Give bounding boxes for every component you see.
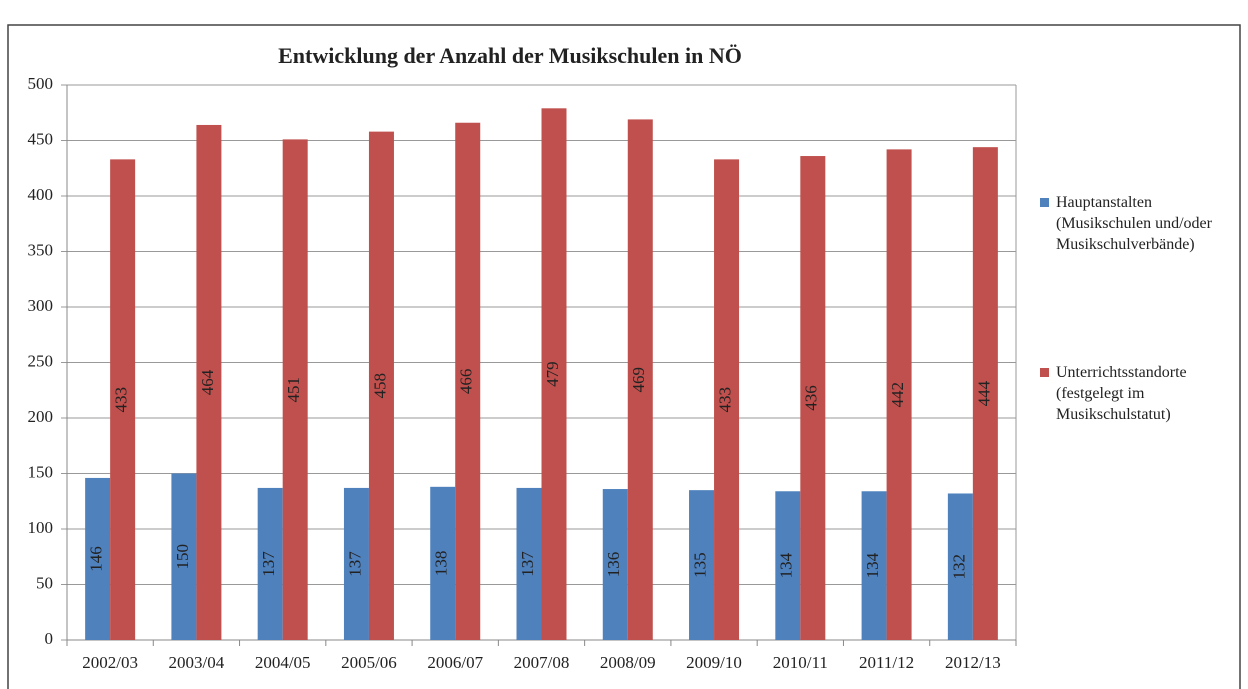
bar: [602, 489, 628, 640]
bar: [861, 491, 887, 640]
y-tick-label: 50: [36, 573, 53, 592]
bar: [775, 491, 801, 640]
bar: [947, 493, 973, 640]
data-label: 146: [87, 546, 106, 572]
data-label: 150: [173, 544, 192, 570]
y-tick-label: 300: [28, 296, 54, 315]
x-tick-label: 2002/03: [82, 653, 138, 672]
data-label: 479: [543, 361, 562, 387]
bar: [85, 477, 111, 640]
legend-item: Hauptanstalten (Musikschulen und/oder Mu…: [1040, 192, 1245, 255]
data-label: 137: [259, 551, 278, 577]
legend-label: Hauptanstalten (Musikschulen und/oder Mu…: [1056, 194, 1212, 253]
bar: [171, 473, 197, 640]
data-label: 132: [949, 554, 968, 580]
bar: [455, 122, 481, 641]
data-label: 464: [198, 369, 217, 395]
data-label: 442: [888, 382, 907, 408]
data-label: 136: [604, 552, 623, 578]
x-tick-label: 2009/10: [686, 653, 742, 672]
data-label: 466: [457, 369, 476, 395]
y-tick-label: 150: [28, 462, 54, 481]
legend-swatch: [1040, 198, 1049, 207]
bar: [110, 159, 136, 640]
data-label: 458: [370, 373, 389, 399]
y-tick-label: 0: [45, 629, 54, 648]
x-tick-label: 2003/04: [169, 653, 225, 672]
legend-label: Unterrichtsstandorte (festgelegt im Musi…: [1056, 364, 1187, 423]
bar: [343, 487, 369, 640]
bar: [368, 131, 394, 640]
data-label: 433: [715, 387, 734, 413]
y-tick-label: 400: [28, 185, 54, 204]
legend-item: Unterrichtsstandorte (festgelegt im Musi…: [1040, 362, 1245, 425]
data-label: 436: [802, 385, 821, 411]
bar: [196, 124, 222, 640]
x-tick-label: 2005/06: [341, 653, 397, 672]
bar: [257, 487, 283, 640]
x-tick-label: 2006/07: [427, 653, 483, 672]
bar: [972, 147, 998, 640]
bar: [430, 486, 456, 640]
bar: [627, 119, 653, 640]
x-tick-label: 2010/11: [773, 653, 828, 672]
data-label: 444: [974, 380, 993, 406]
data-label: 469: [629, 367, 648, 393]
data-label: 433: [112, 387, 131, 413]
bar: [516, 487, 542, 640]
data-label: 135: [690, 552, 709, 578]
x-tick-label: 2011/12: [859, 653, 914, 672]
data-label: 138: [432, 551, 451, 577]
chart-title: Entwicklung der Anzahl der Musikschulen …: [278, 43, 742, 68]
data-label: 451: [284, 377, 303, 403]
y-tick-label: 350: [28, 240, 54, 259]
x-tick-label: 2004/05: [255, 653, 311, 672]
x-tick-label: 2008/09: [600, 653, 656, 672]
y-tick-label: 250: [28, 351, 54, 370]
bar: [282, 139, 308, 640]
bar: [714, 159, 740, 640]
y-tick-label: 100: [28, 518, 54, 537]
y-tick-label: 450: [28, 129, 54, 148]
data-label: 137: [518, 551, 537, 577]
bar: [886, 149, 912, 640]
data-label: 134: [863, 552, 882, 578]
bar: [541, 108, 567, 640]
data-label: 137: [345, 551, 364, 577]
bar: [800, 156, 826, 641]
x-tick-label: 2007/08: [514, 653, 570, 672]
y-tick-label: 200: [28, 407, 54, 426]
bar: [689, 490, 715, 640]
legend-swatch: [1040, 368, 1049, 377]
data-label: 134: [777, 552, 796, 578]
y-tick-label: 500: [28, 74, 54, 93]
x-tick-label: 2012/13: [945, 653, 1001, 672]
